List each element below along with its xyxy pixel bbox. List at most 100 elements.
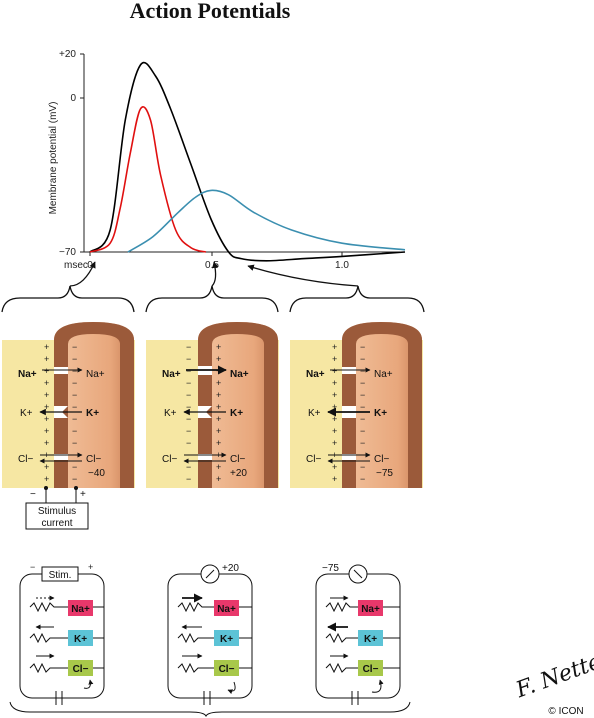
svg-text:+: + [216, 474, 221, 484]
signature-text: F. Netter M.D. [512, 625, 594, 703]
svg-text:+: + [216, 366, 221, 376]
svg-text:+: + [44, 342, 49, 352]
svg-text:+: + [44, 366, 49, 376]
svg-text:−: − [186, 402, 191, 412]
svg-text:−: − [360, 366, 365, 376]
svg-text:−: − [72, 378, 77, 388]
svg-text:+: + [332, 438, 337, 448]
svg-text:+: + [44, 402, 49, 412]
y-tick-label: +20 [59, 49, 76, 60]
svg-text:−: − [360, 474, 365, 484]
svg-text:−: − [186, 342, 191, 352]
k-channel-box [358, 630, 383, 646]
membrane-potential-value: −40 [88, 468, 105, 479]
svg-text:−: − [186, 474, 191, 484]
equivalent-circuit-3: −75 Na+ K+ Cl− [315, 563, 401, 705]
series-line-1 [89, 61, 406, 262]
series-line-3 [127, 189, 406, 253]
x-unit-label: msec [64, 260, 88, 271]
svg-text:+: + [216, 342, 221, 352]
svg-text:−: − [186, 426, 191, 436]
svg-text:−: − [186, 390, 191, 400]
cl-box-label: Cl− [363, 664, 379, 675]
svg-text:−: − [360, 378, 365, 388]
artist-signature: F. Netter M.D. © ICON [512, 625, 594, 717]
svg-text:−: − [72, 342, 77, 352]
svg-text:+: + [44, 474, 49, 484]
svg-text:+: + [216, 378, 221, 388]
membrane-panel-1: ++++ ++++ ++++ −−−− −−−− −−−− Na+ Na+ K+… [2, 322, 135, 488]
svg-text:+: + [44, 426, 49, 436]
svg-text:+: + [332, 402, 337, 412]
svg-text:+: + [332, 426, 337, 436]
stimulus-minus: − [30, 489, 36, 500]
svg-text:+: + [216, 462, 221, 472]
curves-group [89, 61, 406, 262]
cl-box-label: Cl− [219, 664, 235, 675]
series-line-2 [89, 106, 207, 253]
stim-box [41, 566, 79, 582]
k-outside-label: K+ [164, 408, 177, 419]
k-outside-label: K+ [20, 408, 33, 419]
svg-text:+: + [44, 438, 49, 448]
svg-text:+: + [44, 414, 49, 424]
svg-text:+: + [332, 414, 337, 424]
svg-text:−: − [72, 402, 77, 412]
cell-interior [198, 322, 278, 488]
svg-text:−: − [360, 414, 365, 424]
k-box-label: K+ [220, 634, 233, 645]
svg-text:+: + [332, 342, 337, 352]
stimulus-plus: + [80, 489, 86, 500]
k-inside-label: K+ [374, 408, 387, 419]
na-inside-label: Na+ [374, 369, 393, 380]
na-box-label: Na+ [71, 604, 90, 615]
equivalent-circuit-2: +20 Na+ K+ Cl− [167, 563, 253, 705]
svg-text:+: + [216, 414, 221, 424]
membrane-potential-value: −75 [376, 468, 393, 479]
svg-text:−: − [186, 354, 191, 364]
cell-membrane [54, 322, 134, 488]
x-tick-label: 0.5 [205, 260, 219, 271]
cl-outside-label: Cl− [18, 454, 33, 465]
cl-box-label: Cl− [73, 664, 89, 675]
cell-membrane [342, 322, 422, 488]
svg-text:−: − [186, 366, 191, 376]
voltmeter-reading: +20 [222, 563, 239, 574]
svg-text:+: + [332, 378, 337, 388]
y-tick-label: 0 [70, 93, 76, 104]
svg-text:+: + [216, 402, 221, 412]
membrane-panel-2: −−−− −−−− −−−− ++++ ++++ ++++ Na+ Na+ K+… [146, 322, 279, 488]
svg-text:+: + [216, 354, 221, 364]
cell-interior [54, 322, 134, 488]
stimulus-circuit: − + Stimulus current [25, 486, 89, 530]
na-channel-box [68, 600, 93, 616]
na-channel-box [214, 600, 239, 616]
membrane-panel-3: ++++ ++++ ++++ −−−− −−−− −−−− Na+ Na+ K+… [290, 322, 423, 488]
stimulus-label-line2: current [41, 518, 72, 529]
k-box-label: K+ [74, 634, 87, 645]
na-box-label: Na+ [217, 604, 236, 615]
time-brackets [1, 261, 425, 313]
svg-text:−: − [360, 342, 365, 352]
svg-text:−: − [72, 462, 77, 472]
svg-text:−: − [360, 426, 365, 436]
stimulus-label-line1: Stimulus [38, 506, 76, 517]
stimulus-box [25, 502, 89, 530]
cell-interior [342, 322, 422, 488]
svg-text:−: − [360, 402, 365, 412]
svg-text:−: − [360, 390, 365, 400]
svg-text:+: + [332, 390, 337, 400]
k-channel-box [68, 630, 93, 646]
svg-text:−: − [30, 562, 35, 572]
svg-text:−: − [72, 390, 77, 400]
svg-text:−: − [186, 378, 191, 388]
svg-text:+: + [216, 426, 221, 436]
svg-text:−: − [72, 426, 77, 436]
na-outside-label: Na+ [162, 369, 181, 380]
bottom-bracket [9, 701, 411, 718]
k-outside-label: K+ [308, 408, 321, 419]
cl-channel-box [214, 660, 239, 676]
svg-text:−: − [72, 474, 77, 484]
cl-outside-label: Cl− [306, 454, 321, 465]
